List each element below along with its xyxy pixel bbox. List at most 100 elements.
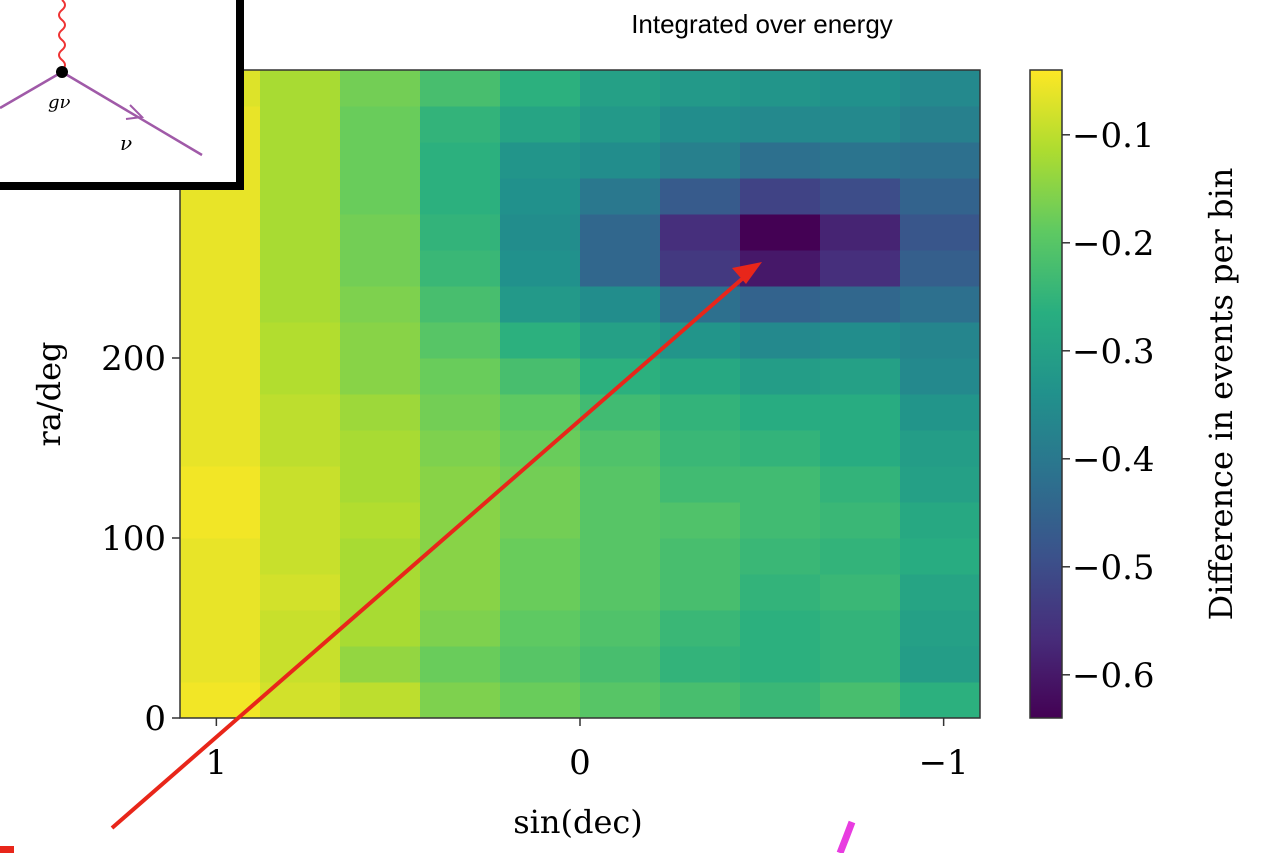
heatmap-cell: [500, 538, 581, 575]
heatmap-cell: [260, 178, 341, 215]
heatmap-cell: [900, 538, 981, 575]
heatmap-cell: [740, 70, 821, 107]
heatmap-cell: [180, 214, 261, 251]
heatmap-cell: [660, 610, 741, 647]
fermion-line: [0, 70, 63, 110]
inset-label: gν: [48, 92, 71, 113]
heatmap-cell: [500, 322, 581, 359]
chart-title: Integrated over energy: [631, 9, 893, 39]
heatmap-cell: [740, 502, 821, 539]
heatmap-cell: [580, 538, 661, 575]
annotation-stroke: [836, 820, 856, 853]
annotation-arrow-head: [732, 262, 762, 284]
heatmap-cell: [660, 574, 741, 611]
heatmap-cell: [500, 142, 581, 179]
heatmap-cell: [500, 286, 581, 323]
heatmap-cell: [180, 574, 261, 611]
heatmap-cell: [260, 142, 341, 179]
heatmap-cell: [180, 250, 261, 287]
heatmap-cell: [580, 106, 661, 143]
heatmap-cell: [740, 682, 821, 719]
heatmap-cell: [820, 610, 901, 647]
heatmap-cell: [900, 394, 981, 431]
heatmap-cell: [740, 610, 821, 647]
heatmap-cell: [340, 178, 421, 215]
x-tick-label: −1: [919, 743, 969, 783]
heatmap-cell: [340, 430, 421, 467]
heatmap-cell: [660, 394, 741, 431]
heatmap-cell: [420, 214, 501, 251]
heatmap-cell: [660, 178, 741, 215]
heatmap-cell: [740, 646, 821, 683]
heatmap-cell: [420, 466, 501, 503]
heatmap-cell: [340, 214, 421, 251]
heatmap-cell: [660, 538, 741, 575]
heatmap-cell: [580, 682, 661, 719]
y-tick-label: 100: [101, 519, 166, 559]
heatmap-cell: [900, 286, 981, 323]
heatmap-cell: [580, 394, 661, 431]
heatmap-cell: [340, 322, 421, 359]
heatmap-cell: [260, 430, 341, 467]
heatmap-cell: [820, 214, 901, 251]
heatmap-cell: [420, 682, 501, 719]
heatmap-cell: [740, 178, 821, 215]
heatmap-cell: [820, 286, 901, 323]
heatmap-cell: [260, 250, 341, 287]
heatmap-cell: [500, 106, 581, 143]
heatmap-cell: [660, 70, 741, 107]
photon-line: [58, 0, 66, 71]
heatmap-cell: [580, 142, 661, 179]
colorbar-tick-label: −0.1: [1072, 116, 1155, 156]
heatmap-cell: [420, 178, 501, 215]
heatmap-cell: [580, 250, 661, 287]
heatmap-cell: [340, 142, 421, 179]
heatmap-cell: [340, 106, 421, 143]
heatmap-cell: [820, 682, 901, 719]
heatmap-cell: [900, 250, 981, 287]
heatmap-cell: [740, 358, 821, 395]
heatmap-cell: [180, 538, 261, 575]
heatmap-cell: [900, 358, 981, 395]
heatmap-cell: [820, 466, 901, 503]
x-axis-label: sin(dec): [513, 803, 643, 841]
heatmap-cell: [500, 178, 581, 215]
heatmap-cell: [580, 610, 661, 647]
heatmap: [180, 70, 981, 719]
heatmap-cell: [260, 358, 341, 395]
inset-diagram: gν ν: [0, 0, 244, 190]
heatmap-cell: [660, 646, 741, 683]
heatmap-cell: [500, 394, 581, 431]
heatmap-cell: [820, 430, 901, 467]
heatmap-cell: [900, 502, 981, 539]
colorbar: [1029, 69, 1063, 719]
inset-box: [0, 0, 244, 190]
heatmap-cell: [900, 178, 981, 215]
heatmap-cell: [580, 502, 661, 539]
heatmap-cell: [900, 322, 981, 359]
heatmap-cell: [740, 574, 821, 611]
heatmap-cell: [740, 286, 821, 323]
heatmap-cell: [420, 142, 501, 179]
heatmap-cell: [740, 430, 821, 467]
colorbar-tick-label: −0.6: [1072, 656, 1155, 696]
heatmap-cell: [820, 502, 901, 539]
heatmap-cell: [580, 70, 661, 107]
arrow-head: [125, 104, 145, 120]
heatmap-cell: [500, 502, 581, 539]
heatmap-cell: [260, 574, 341, 611]
heatmap-cell: [580, 286, 661, 323]
colorbar-tick-label: −0.5: [1072, 548, 1155, 588]
x-tick-label: 1: [206, 743, 228, 783]
heatmap-cell: [180, 430, 261, 467]
heatmap-cell: [340, 70, 421, 107]
heatmap-cell: [340, 646, 421, 683]
heatmap-cell: [180, 502, 261, 539]
heatmap-cell: [180, 466, 261, 503]
heatmap-cell: [260, 106, 341, 143]
heatmap-cell: [740, 466, 821, 503]
y-tick-label: 200: [101, 339, 166, 379]
heatmap-cell: [420, 322, 501, 359]
